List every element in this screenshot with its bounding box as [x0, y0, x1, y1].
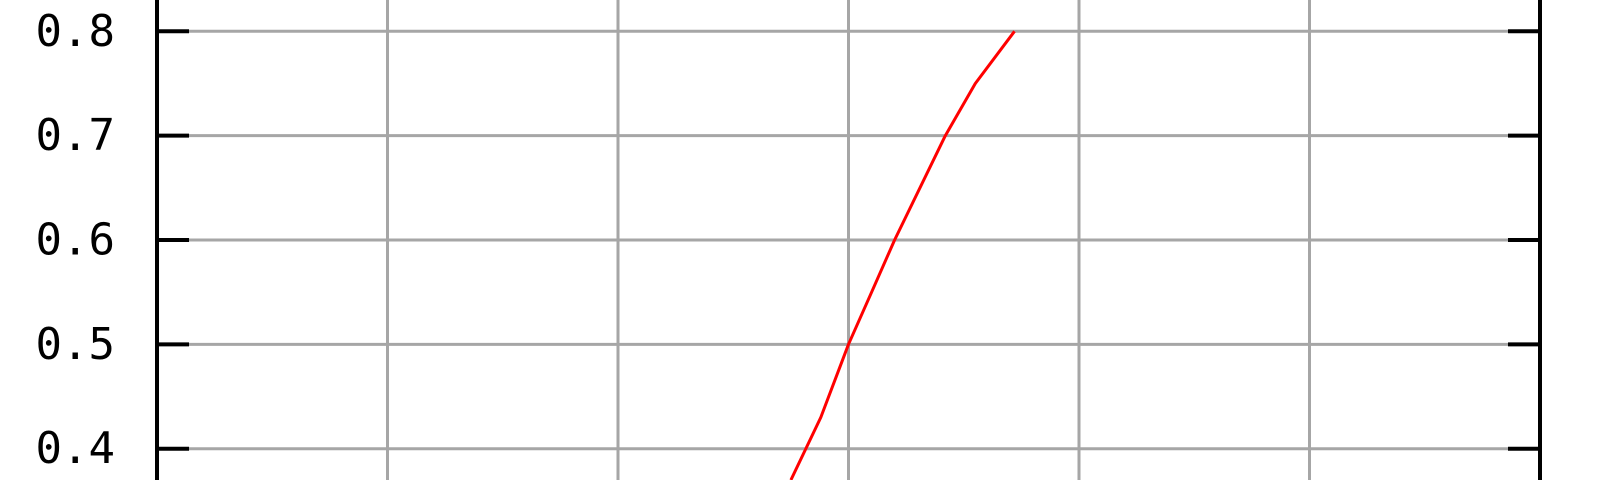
y-tick-label: 0.5 — [36, 319, 115, 370]
grid-lines — [157, 0, 1540, 480]
series-line-1 — [789, 30, 1016, 480]
y-tick-labels: 0.8 0.7 0.6 0.5 0.4 — [36, 6, 115, 474]
y-tick-label: 0.4 — [36, 423, 115, 474]
series-layer — [789, 30, 1016, 480]
y-tick-label: 0.6 — [36, 215, 115, 266]
y-tick-label: 0.8 — [36, 6, 115, 57]
y-tick-label: 0.7 — [36, 110, 115, 161]
axis-ticks — [157, 29, 1540, 451]
axes — [155, 0, 1542, 480]
